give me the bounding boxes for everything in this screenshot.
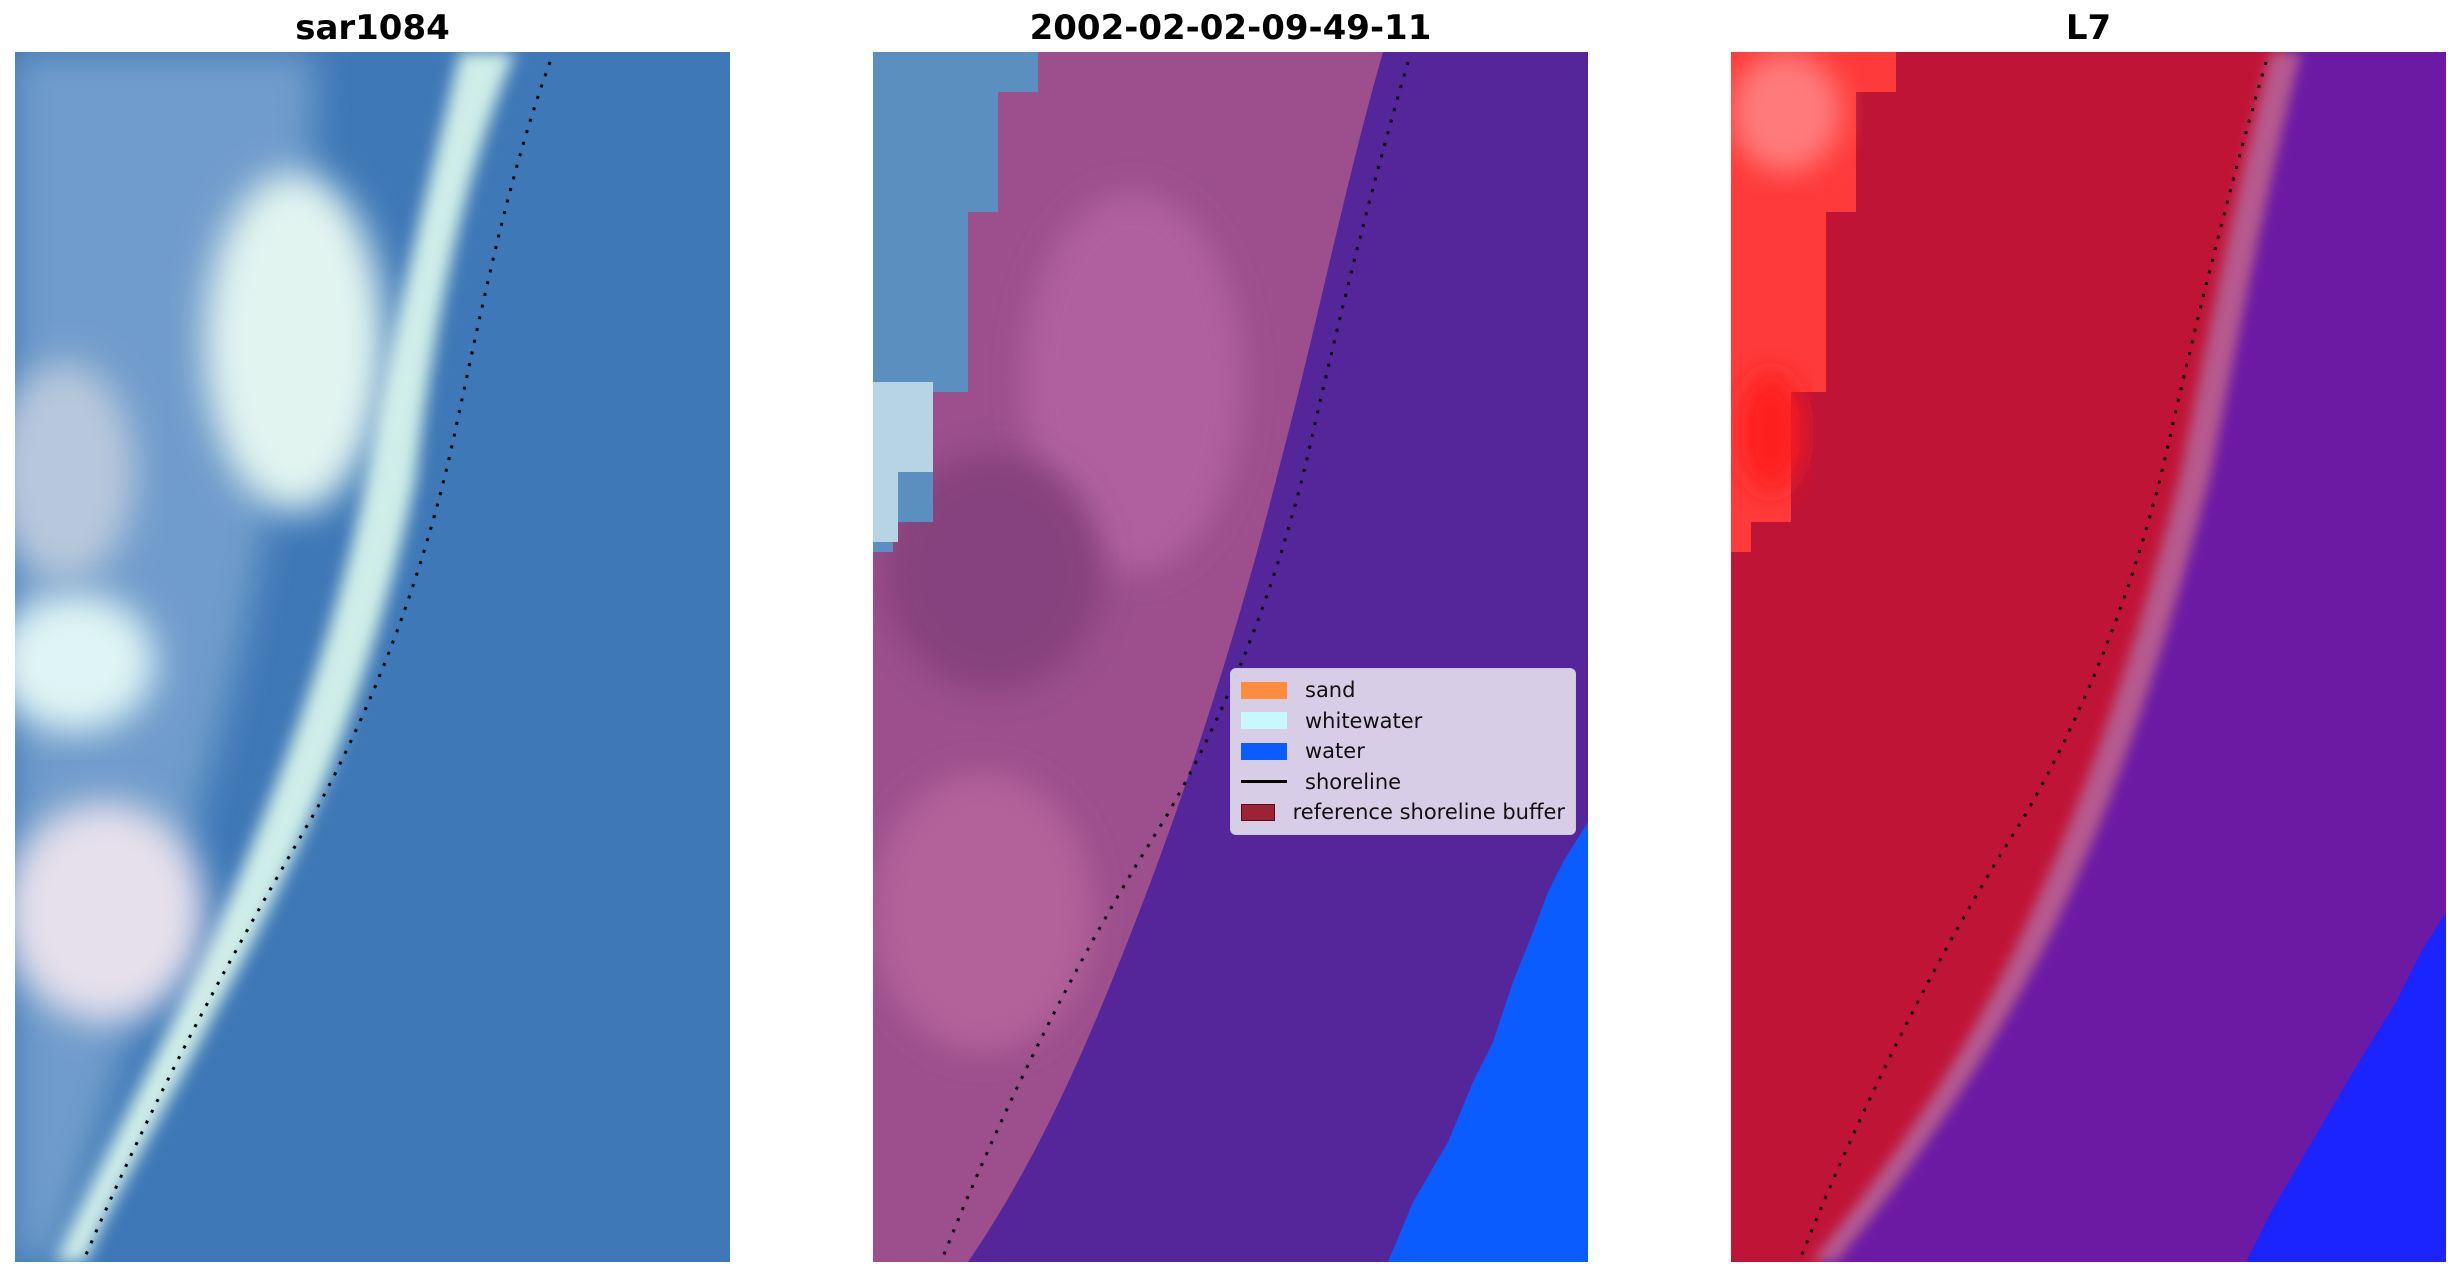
water-swatch bbox=[1241, 742, 1287, 760]
reference-buffer-swatch bbox=[1241, 803, 1275, 821]
classified-image bbox=[873, 52, 1588, 1262]
whitewater-swatch bbox=[1241, 712, 1287, 730]
index-image-panel: L7 bbox=[1731, 0, 2446, 1278]
index-image bbox=[1731, 52, 2446, 1262]
legend-label: whitewater bbox=[1305, 708, 1423, 733]
map-legend: sand whitewater water shoreline referenc… bbox=[1230, 668, 1576, 835]
legend-item-reference-buffer: reference shoreline buffer bbox=[1241, 797, 1565, 828]
panel-title: sar1084 bbox=[295, 8, 450, 48]
legend-item-water: water bbox=[1241, 736, 1565, 767]
legend-item-whitewater: whitewater bbox=[1241, 706, 1565, 737]
shoreline-trace bbox=[83, 61, 552, 1258]
panel-title: 2002-02-02-09-49-11 bbox=[1029, 8, 1432, 48]
legend-label: water bbox=[1305, 739, 1365, 764]
legend-label: shoreline bbox=[1305, 769, 1402, 794]
sand-swatch bbox=[1241, 681, 1287, 699]
legend-label: reference shoreline buffer bbox=[1292, 800, 1565, 825]
panel-title: L7 bbox=[2065, 8, 2112, 48]
rgb-image-panel: sar1084 bbox=[15, 0, 730, 1278]
legend-item-sand: sand bbox=[1241, 675, 1565, 706]
rgb-satellite-image bbox=[15, 52, 730, 1262]
legend-item-shoreline: shoreline bbox=[1241, 767, 1565, 798]
legend-label: sand bbox=[1305, 678, 1356, 703]
classified-image-panel: 2002-02-02-09-49-11 bbox=[873, 0, 1588, 1278]
shoreline-line-swatch bbox=[1241, 780, 1287, 784]
